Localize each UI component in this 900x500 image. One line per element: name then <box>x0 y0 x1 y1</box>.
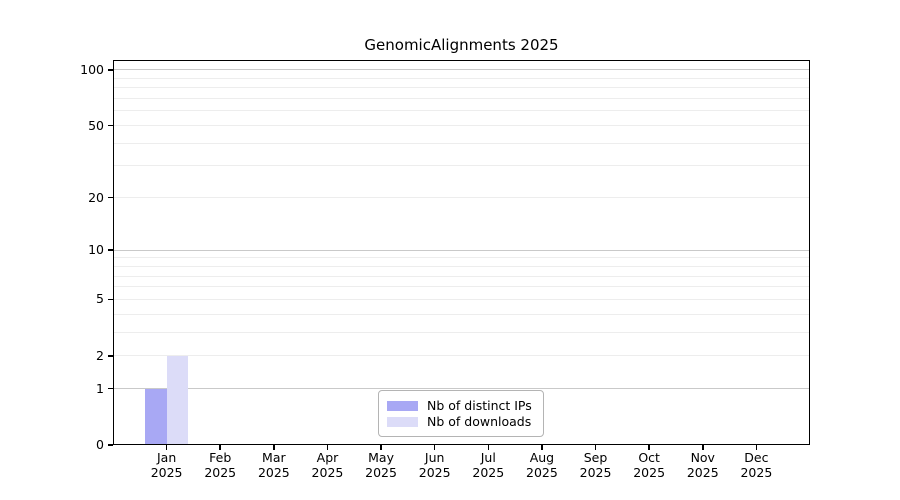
y-tick-20 <box>108 196 113 199</box>
y-tick-2 <box>108 354 113 357</box>
legend: Nb of distinct IPs Nb of downloads <box>378 390 544 437</box>
x-tick-label-may: May 2025 <box>341 450 421 480</box>
bar-nb-of-distinct-ips-jan <box>145 388 167 445</box>
x-tick-year: 2025 <box>740 465 773 480</box>
x-tick-nov <box>701 445 704 450</box>
chart-title: GenomicAlignments 2025 <box>364 36 559 54</box>
x-tick-label-mar: Mar 2025 <box>234 450 314 480</box>
y-tick-label-50: 50 <box>88 117 104 133</box>
legend-label-downloads: Nb of downloads <box>427 414 532 429</box>
x-tick-year: 2025 <box>633 465 666 480</box>
x-tick-label-oct: Oct 2025 <box>609 450 689 480</box>
x-tick-label-aug: Aug 2025 <box>502 450 582 480</box>
x-tick-month: Jan <box>156 450 177 465</box>
x-tick-year: 2025 <box>686 465 719 480</box>
x-tick-label-jul: Jul 2025 <box>448 450 528 480</box>
x-tick-label-feb: Feb 2025 <box>180 450 260 480</box>
x-tick-year: 2025 <box>365 465 397 480</box>
x-tick-month: Oct <box>638 450 660 465</box>
gridline-minor-80 <box>113 87 810 89</box>
x-tick-month: Mar <box>262 450 286 465</box>
gridline-minor-20 <box>113 197 810 199</box>
y-tick-label-10: 10 <box>88 242 104 258</box>
y-tick-0 <box>108 444 113 446</box>
gridline-minor-50 <box>113 125 810 126</box>
gridline-minor-6 <box>113 286 810 288</box>
gridline-minor-3 <box>113 331 810 333</box>
plot-area <box>113 60 810 445</box>
x-tick-label-jan: Jan 2025 <box>127 450 207 480</box>
gridline-minor-4 <box>113 313 810 315</box>
gridline-major-100 <box>113 69 810 71</box>
x-tick-dec <box>755 445 758 450</box>
y-tick-label-5: 5 <box>96 291 104 307</box>
x-tick-year: 2025 <box>311 465 344 480</box>
x-tick-year: 2025 <box>150 465 183 480</box>
gridline-minor-30 <box>113 165 810 167</box>
y-tick-50 <box>108 124 113 127</box>
gridline-minor-60 <box>113 110 810 112</box>
x-tick-year: 2025 <box>418 465 451 480</box>
x-tick-month: Sep <box>583 450 608 465</box>
x-tick-apr <box>326 445 329 450</box>
x-tick-month: Apr <box>316 450 339 465</box>
y-tick-1 <box>108 387 113 390</box>
gridline-major-1 <box>113 388 810 390</box>
x-tick-mar <box>273 445 275 450</box>
gridline-minor-90 <box>113 77 810 79</box>
x-tick-month: Jul <box>480 450 496 465</box>
x-tick-may <box>380 445 382 450</box>
y-tick-10 <box>108 249 113 251</box>
gridline-minor-5 <box>113 298 810 300</box>
x-tick-year: 2025 <box>472 465 505 480</box>
y-tick-label-1: 1 <box>96 380 104 396</box>
x-tick-label-dec: Dec 2025 <box>716 450 796 480</box>
x-tick-oct <box>648 445 650 450</box>
legend-label-distinct-ips: Nb of distinct IPs <box>427 398 532 413</box>
gridline-minor-2 <box>113 355 810 357</box>
x-tick-year: 2025 <box>204 465 237 480</box>
x-tick-label-nov: Nov 2025 <box>663 450 743 480</box>
x-tick-month: May <box>368 450 394 465</box>
x-tick-label-sep: Sep 2025 <box>556 450 636 480</box>
bar-nb-of-downloads-jan <box>166 355 189 445</box>
gridline-major-10 <box>113 249 810 251</box>
x-tick-year: 2025 <box>526 465 558 480</box>
x-tick-jul <box>487 445 490 450</box>
x-tick-year: 2025 <box>579 465 612 480</box>
legend-swatch-distinct-ips <box>387 401 418 411</box>
y-tick-label-100: 100 <box>80 61 104 77</box>
x-tick-jan <box>165 445 168 450</box>
x-tick-label-jun: Jun 2025 <box>395 450 475 480</box>
gridline-minor-9 <box>113 257 810 259</box>
legend-swatch-downloads <box>387 417 418 427</box>
gridline-minor-70 <box>113 98 810 100</box>
gridline-minor-40 <box>113 142 810 144</box>
legend-item-distinct-ips: Nb of distinct IPs <box>387 398 535 414</box>
x-tick-month: Nov <box>690 450 715 465</box>
x-tick-month: Jun <box>424 450 445 465</box>
y-tick-label-0: 0 <box>96 437 104 452</box>
y-tick-5 <box>108 298 113 301</box>
x-tick-jun <box>433 445 436 450</box>
y-tick-label-20: 20 <box>88 189 104 205</box>
gridline-minor-8 <box>113 265 810 267</box>
x-tick-feb <box>219 445 222 450</box>
x-tick-sep <box>594 445 597 450</box>
x-tick-label-apr: Apr 2025 <box>287 450 367 480</box>
y-tick-label-2: 2 <box>96 347 104 363</box>
x-tick-aug <box>541 445 543 450</box>
y-tick-100 <box>108 69 113 71</box>
legend-item-downloads: Nb of downloads <box>387 414 535 430</box>
x-tick-month: Aug <box>529 450 555 465</box>
x-tick-month: Dec <box>744 450 769 465</box>
x-tick-year: 2025 <box>257 465 290 480</box>
x-tick-month: Feb <box>209 450 232 465</box>
gridline-minor-7 <box>113 275 810 277</box>
